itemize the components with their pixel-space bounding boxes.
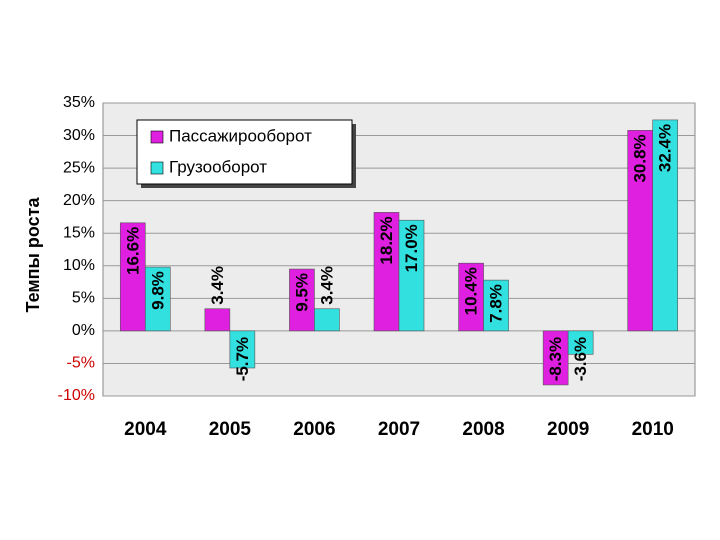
x-tick-label: 2009 [547,419,589,440]
data-label: 9.8% [148,271,167,310]
y-tick-label: 0% [72,322,95,339]
data-label: 16.6% [123,227,142,275]
legend-label: Пассажирооборот [169,126,312,145]
x-tick-label: 2005 [209,419,252,440]
y-tick-label: -10% [58,387,95,404]
x-tick-label: 2006 [293,419,335,440]
legend-label: Грузооборот [169,157,267,176]
y-tick-label: 5% [72,290,95,307]
data-label: 7.8% [487,284,506,323]
bar [119,222,146,332]
legend-swatch [150,130,164,144]
bar [229,330,256,369]
x-tick-label: 2008 [462,419,504,440]
y-tick-label: 10% [63,257,95,274]
bar [373,212,400,332]
bar [483,279,509,332]
data-label: 30.8% [631,134,650,182]
data-label: -3.6% [571,337,590,381]
bar [314,308,340,332]
data-label: 17.0% [402,224,421,272]
data-label: 32.4% [656,124,675,172]
data-label: 3.4% [317,266,336,305]
x-tick-label: 2004 [124,419,167,440]
bar [289,268,315,332]
bar [204,308,231,332]
data-label: 10.4% [462,267,481,315]
y-tick-label: -5% [67,355,95,372]
bar [627,130,654,332]
data-label: -5.7% [233,337,252,381]
bar [542,330,569,386]
bar [398,219,425,332]
bar [652,119,679,332]
bar [144,266,171,332]
data-label: 18.2% [377,216,396,264]
legend: Пассажирооборот Грузооборот [136,119,353,185]
data-label: 9.5% [292,273,311,312]
x-tick-label: 2010 [632,419,674,440]
y-axis-label: Темпы роста [23,197,43,313]
y-tick-label: 30% [63,127,95,144]
y-tick-label: 25% [63,159,95,176]
y-tick-label: 15% [63,224,95,241]
data-label: 3.4% [208,266,227,305]
legend-box [136,119,353,185]
y-tick-label: 20% [63,192,95,209]
bar [567,330,594,355]
bar [458,262,484,332]
x-tick-label: 2007 [378,419,420,440]
data-label: -8.3% [546,337,565,381]
y-tick-label: 35% [63,94,95,111]
legend-swatch [150,161,164,175]
